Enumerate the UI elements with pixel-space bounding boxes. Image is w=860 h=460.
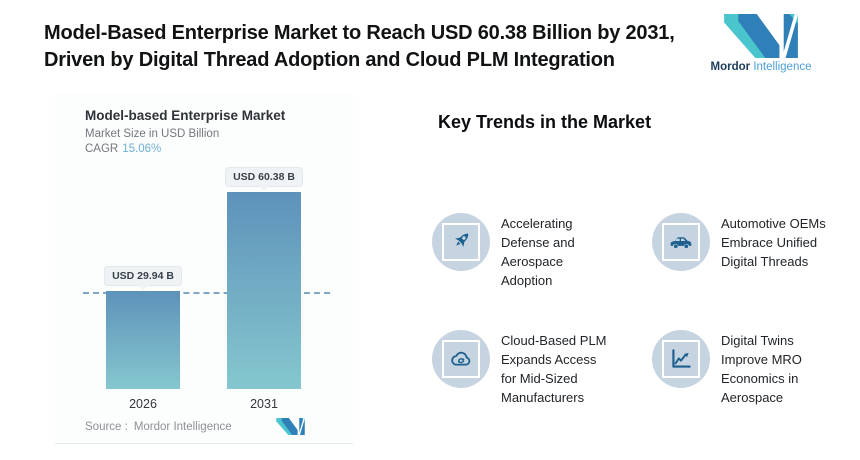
chart-title: Model-based Enterprise Market (85, 108, 286, 123)
source-value: Mordor Intelligence (133, 420, 232, 433)
trends-grid: Accelerating Defense and Aerospace Adopt… (432, 213, 832, 407)
page-title: Model-Based Enterprise Market to Reach U… (44, 22, 675, 71)
cagr-label: CAGR (85, 143, 119, 155)
key-trends-heading: Key Trends in the Market (438, 112, 652, 132)
trend-item-defense-aerospace: Accelerating Defense and Aerospace Adopt… (432, 213, 652, 290)
value-label-2026: USD 29.94 B (104, 266, 182, 287)
bar (227, 192, 301, 389)
chart-growth-icon (652, 330, 710, 388)
value-label-2031: USD 60.38 B (225, 167, 303, 187)
trend-item-automotive-oems: Automotive OEMs Embrace Unified Digital … (652, 213, 832, 290)
brand-name-bold: Mordor (710, 61, 751, 73)
bar-column-2031: USD 60.38 B (225, 167, 303, 389)
source-label: Source : (85, 420, 128, 433)
x-tick-2031: 2031 (250, 397, 278, 411)
trend-text: Automotive OEMs Embrace Unified Digital … (721, 216, 826, 269)
trend-item-cloud-plm: Cloud-Based PLM Expands Access for Mid-S… (432, 330, 652, 407)
rocket-icon (432, 213, 490, 271)
cloud-sync-icon (432, 330, 490, 388)
mordor-intelligence-mini-logo-icon (276, 418, 305, 435)
value-label-pointer (138, 285, 148, 291)
chart-header: Model-based Enterprise Market Market Siz… (85, 108, 285, 155)
trend-text: Digital Twins Improve MRO Economics in A… (721, 333, 802, 405)
cagr-value: 15.06% (122, 143, 162, 155)
bar-column-2026: USD 29.94 B (104, 266, 182, 389)
reference-dashed-line (83, 292, 330, 295)
bar (106, 291, 180, 389)
mordor-intelligence-logo-icon (724, 14, 799, 58)
brand-name: Mordor Intelligence (706, 61, 816, 73)
trend-text: Accelerating Defense and Aerospace Adopt… (501, 216, 575, 288)
value-label-pointer (259, 186, 269, 191)
source-row: Source : Mordor Intelligence (85, 418, 305, 435)
car-icon (652, 213, 710, 271)
trend-text: Cloud-Based PLM Expands Access for Mid-S… (501, 333, 607, 405)
chart-cagr: CAGR 15.06% (85, 143, 285, 155)
key-trends-section: Key Trends in the Market Accel (432, 104, 832, 407)
market-chart-panel: Model-based Enterprise Market Market Siz… (55, 92, 353, 444)
trend-item-digital-twins: Digital Twins Improve MRO Economics in A… (652, 330, 832, 407)
source-text: Source : Mordor Intelligence (85, 421, 232, 433)
brand-logo: Mordor Intelligence (706, 14, 816, 73)
brand-name-light: Intelligence (753, 61, 812, 73)
x-tick-2026: 2026 (129, 397, 157, 411)
chart-subtitle: Market Size in USD Billion (85, 128, 220, 140)
